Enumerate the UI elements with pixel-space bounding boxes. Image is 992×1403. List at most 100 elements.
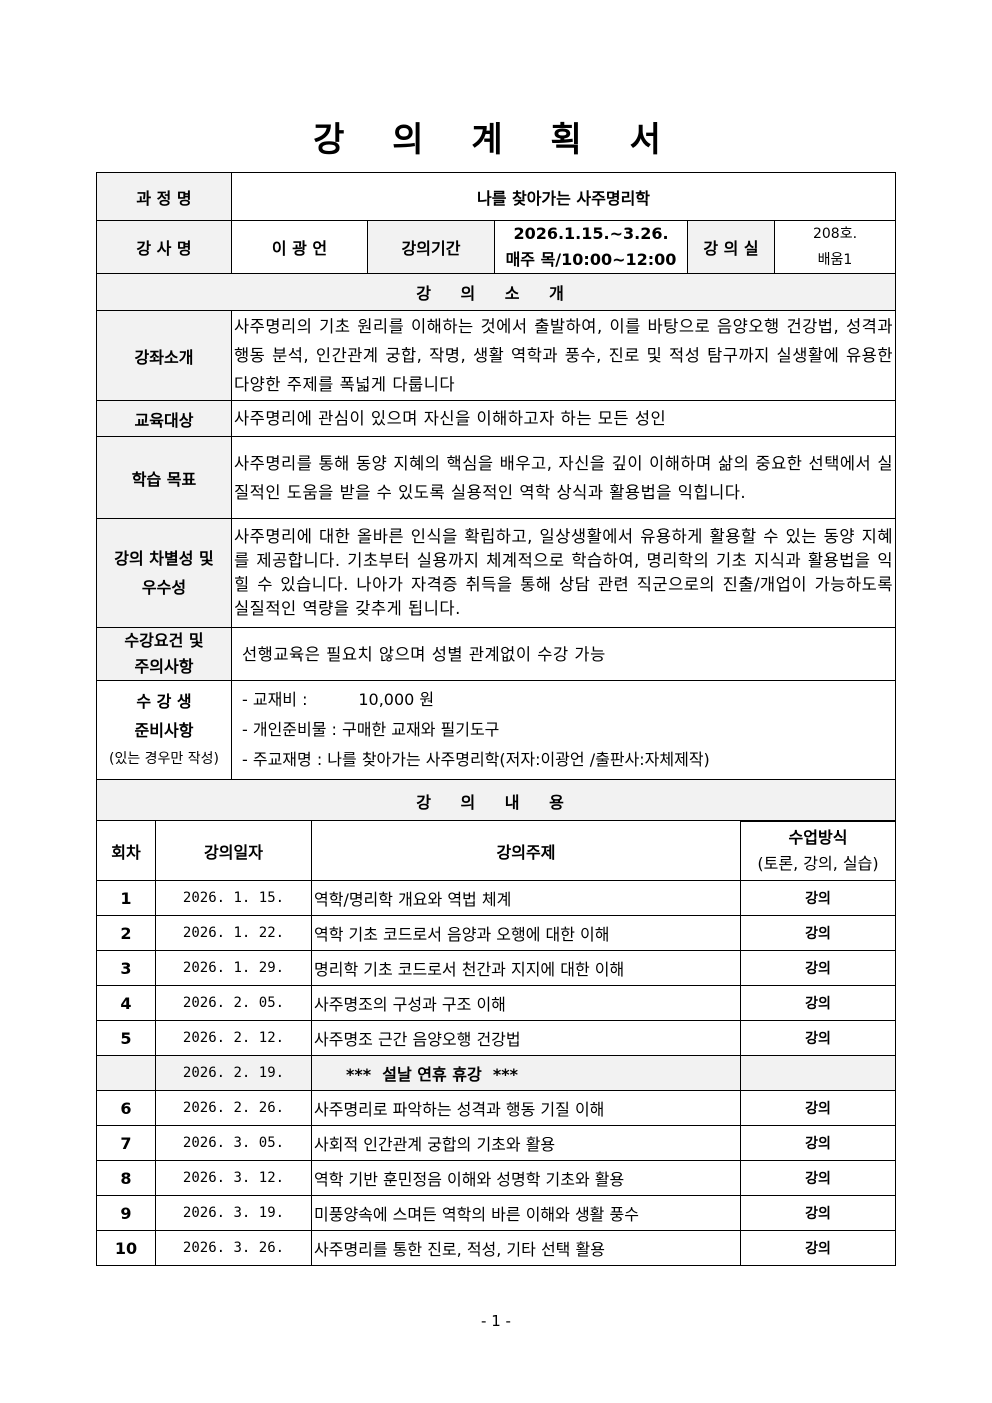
instructor-label: 강 사 명: [96, 220, 232, 274]
intro-section-title: 강 의 소 개: [95, 273, 897, 311]
target-label: 교육대상: [96, 400, 232, 437]
row-date: 2026. 2. 05.: [155, 985, 312, 1021]
row-topic: 사주명리를 통한 진로, 적성, 기타 선택 활용: [311, 1230, 741, 1266]
table-row: 9 2026. 3. 19. 미풍양속에 스며든 역학의 바른 이해와 생활 풍수 강…: [96, 1195, 896, 1231]
preparation-item: - 주교재명 : 나를 찾아가는 사주명리학(저자:이광언 /출판사:자체제작): [242, 750, 710, 769]
room-label: 강 의 실: [687, 220, 775, 274]
room-number: 208호.: [812, 226, 858, 242]
row-topic: *** 설날 연휴 휴강 ***: [311, 1055, 741, 1091]
row-method: 강의: [740, 880, 896, 916]
row-number: 1: [96, 880, 156, 916]
row-date: 2026. 3. 12.: [155, 1160, 312, 1196]
row-method: 강의: [740, 1090, 896, 1126]
requirements-label-line1: 수강요건 및: [124, 631, 204, 650]
row-number: 9: [96, 1195, 156, 1231]
schedule-section-title: 강 의 내 용: [95, 779, 897, 822]
schedule-table: 회차 강의일자 강의주제 수업방식 (토론, 강의, 실습) 1 2026. 1. …: [96, 820, 896, 1266]
period-time: 매주 목/10:00~12:00: [505, 250, 677, 269]
row-number: [96, 1055, 156, 1091]
row-topic: 사회적 인간관계 궁합의 기초와 활용: [311, 1125, 741, 1161]
header-topic: 강의주제: [311, 820, 741, 881]
row-topic: 역학 기초 코드로서 음양과 오행에 대한 이해: [311, 915, 741, 951]
course-name-label: 과 정 명: [96, 172, 232, 221]
row-date: 2026. 2. 12.: [155, 1020, 312, 1056]
requirements-text: 선행교육은 필요치 않으며 성별 관계없이 수강 가능: [230, 627, 897, 681]
row-date: 2026. 2. 26.: [155, 1090, 312, 1126]
row-number: 4: [96, 985, 156, 1021]
row-method: 강의: [740, 950, 896, 986]
row-method: 강의: [740, 915, 896, 951]
table-row: 2026. 2. 19. *** 설날 연휴 휴강 ***: [96, 1055, 896, 1091]
table-row: 4 2026. 2. 05. 사주명조의 구성과 구조 이해 강의: [96, 985, 896, 1021]
header-no: 회차: [96, 820, 156, 881]
row-date: 2026. 1. 22.: [155, 915, 312, 951]
header-method: 수업방식 (토론, 강의, 실습): [740, 820, 896, 881]
row-date: 2026. 1. 29.: [155, 950, 312, 986]
goal-label: 학습 목표: [96, 436, 232, 519]
period-dates: 2026.1.15.~3.26.: [513, 224, 669, 243]
row-method: 강의: [740, 1160, 896, 1196]
row-number: 10: [96, 1230, 156, 1266]
row-date: 2026. 1. 15.: [155, 880, 312, 916]
row-method: 강의: [740, 1195, 896, 1231]
row-topic: 사주명조 근간 음양오행 건강법: [311, 1020, 741, 1056]
row-number: 2: [96, 915, 156, 951]
header-method-sub: (토론, 강의, 실습): [757, 853, 879, 873]
preparation-label-line2: 준비사항: [134, 720, 194, 740]
row-date: 2026. 3. 26.: [155, 1230, 312, 1266]
preparation-label-line1: 수 강 생: [136, 691, 192, 711]
summary-label: 강좌소개: [96, 310, 232, 401]
differentiation-label-line2: 우수성: [141, 578, 187, 597]
row-method: [740, 1055, 896, 1091]
header-method-label: 수업방식: [788, 827, 848, 847]
instructor-name: 이 광 언: [231, 220, 368, 274]
differentiation-label-line1: 강의 차별성 및: [114, 549, 214, 568]
page-number: - 1 -: [481, 1312, 511, 1330]
goal-text: 사주명리를 통해 동양 지혜의 핵심을 배우고, 자신을 깊이 이해하며 삶의 …: [230, 436, 897, 519]
row-date: 2026. 3. 05.: [155, 1125, 312, 1161]
course-info-table: 과 정 명 나를 찾아가는 사주명리학 강 사 명 이 광 언 강의기간 202…: [95, 172, 897, 822]
period-value: 2026.1.15.~3.26. 매주 목/10:00~12:00: [494, 220, 688, 274]
preparation-list: - 교재비 : 10,000 원 - 개인준비물 : 구매한 교재와 필기도구 …: [230, 680, 897, 780]
room-name: 배움1: [817, 252, 853, 268]
row-number: 6: [96, 1090, 156, 1126]
target-text: 사주명리에 관심이 있으며 자신을 이해하고자 하는 모든 성인: [230, 400, 897, 437]
preparation-item: - 교재비 : 10,000 원: [242, 690, 435, 709]
row-number: 8: [96, 1160, 156, 1196]
table-row: 8 2026. 3. 12. 역학 기반 훈민정음 이해와 성명학 기초와 활용 강의: [96, 1160, 896, 1196]
table-row: 7 2026. 3. 05. 사회적 인간관계 궁합의 기초와 활용 강의: [96, 1125, 896, 1161]
row-topic: 명리학 기초 코드로서 천간과 지지에 대한 이해: [311, 950, 741, 986]
table-row: 6 2026. 2. 26. 사주명리로 파악하는 성격과 행동 기질 이해 강의: [96, 1090, 896, 1126]
header-date: 강의일자: [155, 820, 312, 881]
period-label: 강의기간: [367, 220, 495, 274]
table-row: 5 2026. 2. 12. 사주명조 근간 음양오행 건강법 강의: [96, 1020, 896, 1056]
table-row: 1 2026. 1. 15. 역학/명리학 개요와 역법 체계 강의: [96, 880, 896, 916]
row-topic: 역학 기반 훈민정음 이해와 성명학 기초와 활용: [311, 1160, 741, 1196]
requirements-label-line2: 주의사항: [134, 657, 194, 676]
document-title: 강 의 계 획 서: [313, 120, 679, 160]
room-value: 208호. 배움1: [773, 220, 897, 274]
row-date: 2026. 3. 19.: [155, 1195, 312, 1231]
row-topic: 미풍양속에 스며든 역학의 바른 이해와 생활 풍수: [311, 1195, 741, 1231]
course-name: 나를 찾아가는 사주명리학: [230, 172, 897, 221]
row-topic: 사주명리로 파악하는 성격과 행동 기질 이해: [311, 1090, 741, 1126]
row-number: 7: [96, 1125, 156, 1161]
row-date: 2026. 2. 19.: [155, 1055, 312, 1091]
table-row: 2 2026. 1. 22. 역학 기초 코드로서 음양과 오행에 대한 이해 강의: [96, 915, 896, 951]
row-method: 강의: [740, 985, 896, 1021]
row-method: 강의: [740, 1230, 896, 1266]
row-method: 강의: [740, 1020, 896, 1056]
row-method: 강의: [740, 1125, 896, 1161]
row-topic: 사주명조의 구성과 구조 이해: [311, 985, 741, 1021]
table-row: 10 2026. 3. 26. 사주명리를 통한 진로, 적성, 기타 선택 활용 강…: [96, 1230, 896, 1266]
row-number: 3: [96, 950, 156, 986]
preparation-label-note: (있는 경우만 작성): [109, 750, 219, 767]
row-topic: 역학/명리학 개요와 역법 체계: [311, 880, 741, 916]
summary-text: 사주명리의 기초 원리를 이해하는 것에서 출발하여, 이를 바탕으로 음양오행…: [230, 310, 897, 401]
preparation-item: - 개인준비물 : 구매한 교재와 필기도구: [242, 720, 500, 739]
differentiation-text: 사주명리에 대한 올바른 인식을 확립하고, 일상생활에서 유용하게 활용할 수…: [230, 518, 897, 628]
row-number: 5: [96, 1020, 156, 1056]
